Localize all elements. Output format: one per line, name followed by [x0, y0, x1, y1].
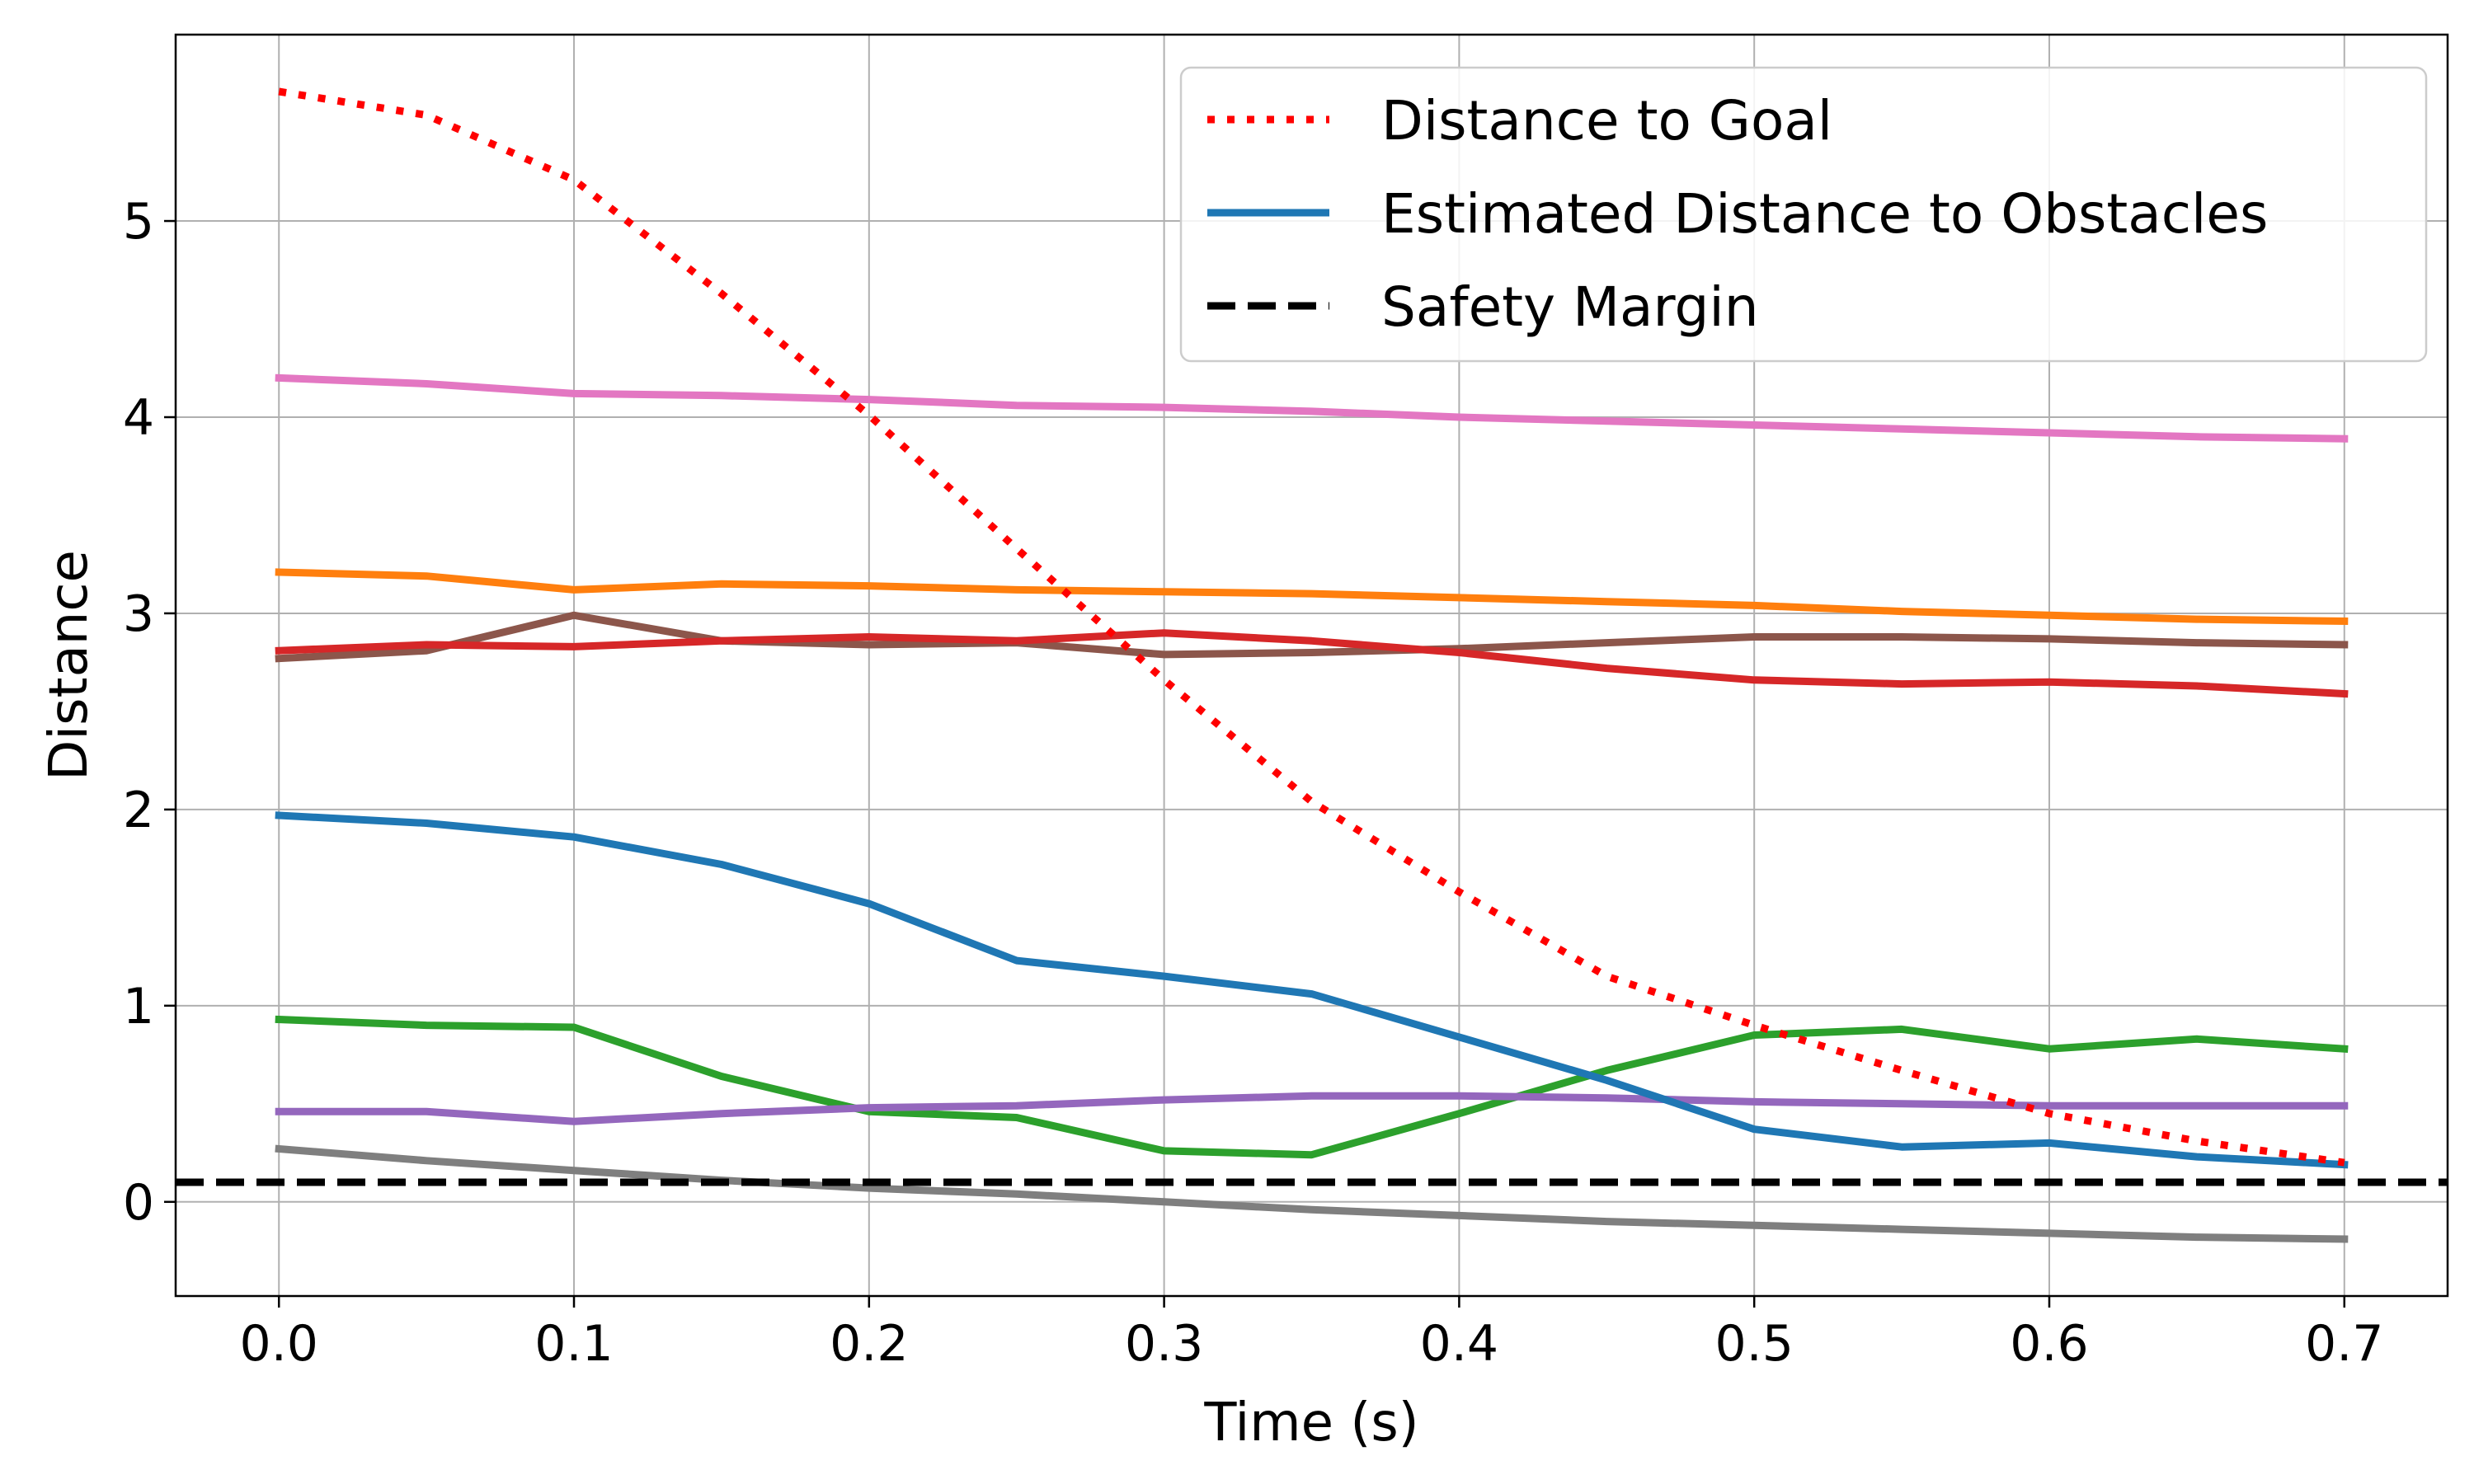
- series-lines: [176, 87, 2448, 1243]
- unlabeled-8-line: [275, 1092, 2349, 1125]
- x-tick-label: 0.0: [240, 1315, 318, 1373]
- x-tick-label: 0.1: [534, 1315, 613, 1373]
- legend-label: Safety Margin: [1381, 275, 1759, 339]
- y-tick-label: 3: [123, 585, 154, 643]
- y-tick-label: 1: [123, 978, 154, 1036]
- estimated-distance-to-obstacles-line: [275, 811, 2349, 1169]
- x-tick-label: 0.2: [830, 1315, 908, 1373]
- y-tick-label: 2: [123, 782, 154, 839]
- axis-ticks: 0.0 0.1 0.2 0.3 0.4 0.5 0.6 0.7 0 1 2 3 4 5: [123, 193, 2384, 1373]
- x-tick-label: 0.6: [2010, 1315, 2088, 1373]
- x-axis-label: Time (s): [1203, 1392, 1418, 1453]
- x-tick-label: 0.7: [2305, 1315, 2383, 1373]
- y-tick-label: 5: [123, 193, 154, 251]
- unlabeled-9-line: [275, 1144, 2349, 1243]
- y-axis-label: Distance: [39, 550, 100, 781]
- x-tick-label: 0.4: [1420, 1315, 1498, 1373]
- legend-label: Distance to Goal: [1381, 89, 1832, 153]
- legend: Distance to Goal Estimated Distance to Ob…: [1179, 66, 2428, 363]
- unlabeled-4-line: [275, 568, 2349, 626]
- unlabeled-7-line: [275, 1015, 2349, 1159]
- unlabeled-6-line: [275, 629, 2349, 698]
- legend-label: Estimated Distance to Obstacles: [1381, 182, 2268, 246]
- y-tick-label: 4: [123, 389, 154, 447]
- unlabeled-5-line: [275, 611, 2349, 663]
- legend-box: [1179, 66, 2428, 363]
- x-tick-label: 0.5: [1714, 1315, 1793, 1373]
- y-tick-label: 0: [123, 1174, 154, 1232]
- unlabeled-3-line: [275, 373, 2349, 443]
- plot-frame: [174, 33, 2449, 1298]
- x-tick-label: 0.3: [1125, 1315, 1203, 1373]
